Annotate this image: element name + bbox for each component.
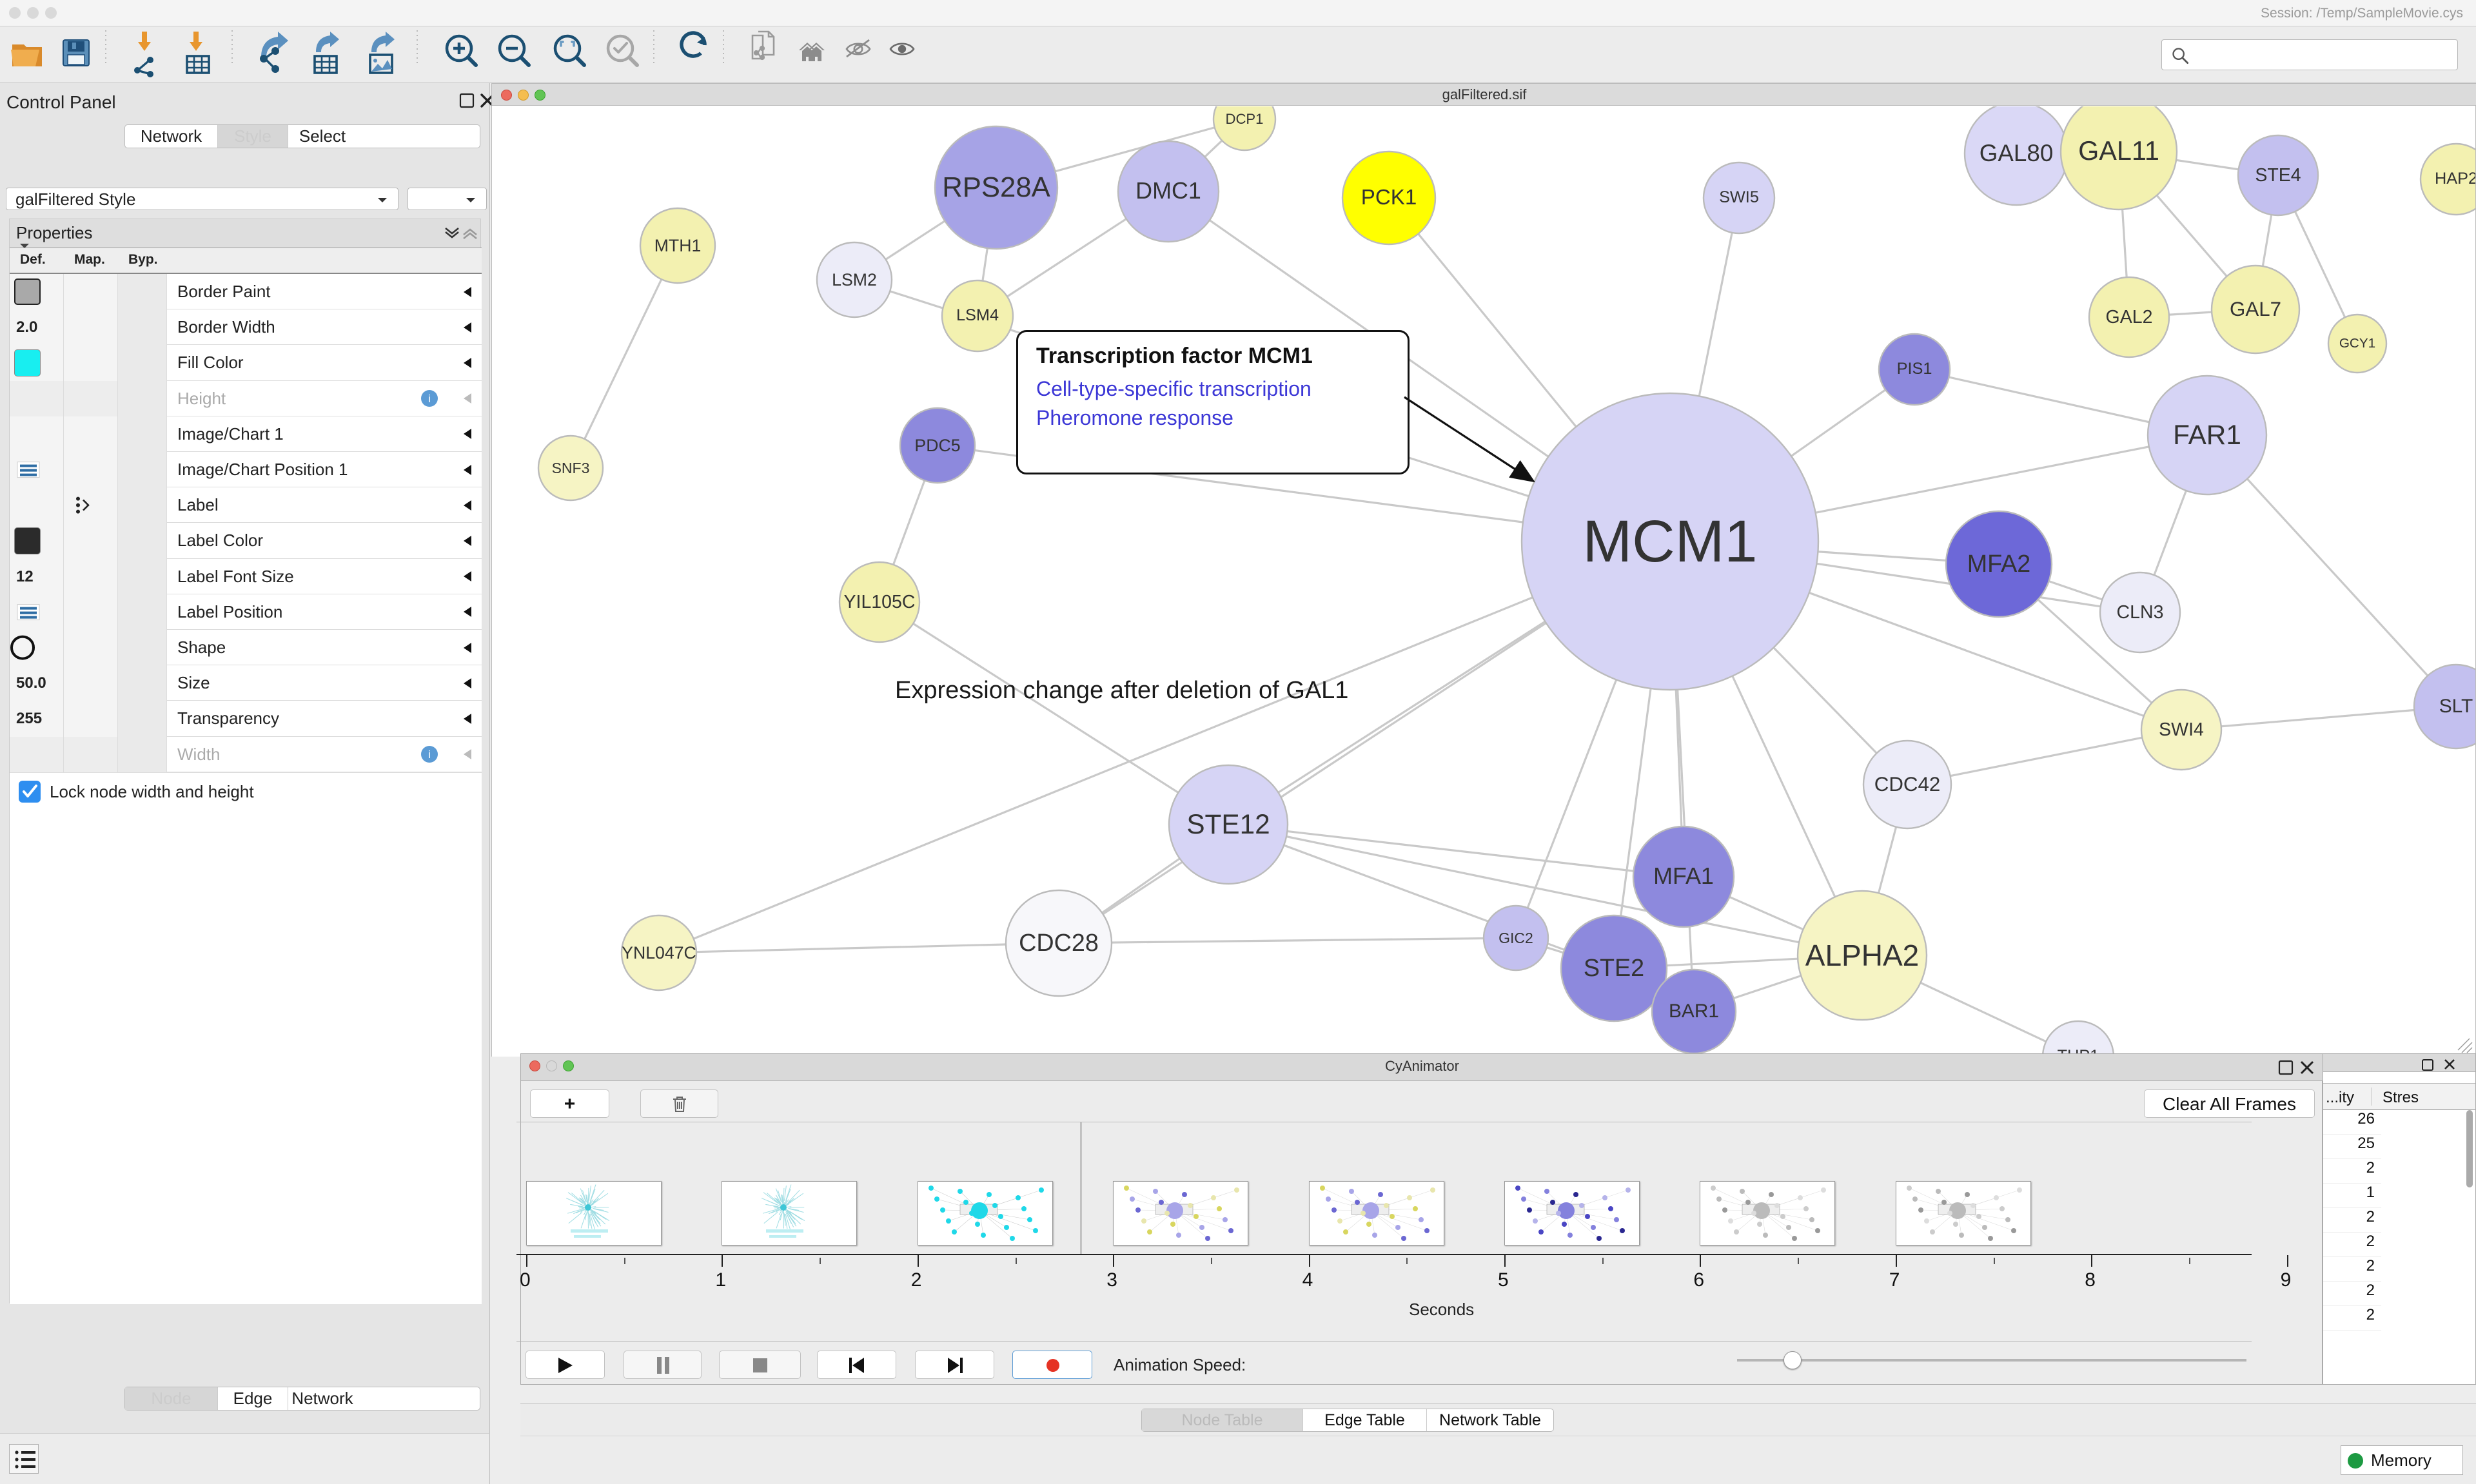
svg-text:i: i (428, 393, 431, 405)
svg-text:i: i (428, 748, 431, 761)
